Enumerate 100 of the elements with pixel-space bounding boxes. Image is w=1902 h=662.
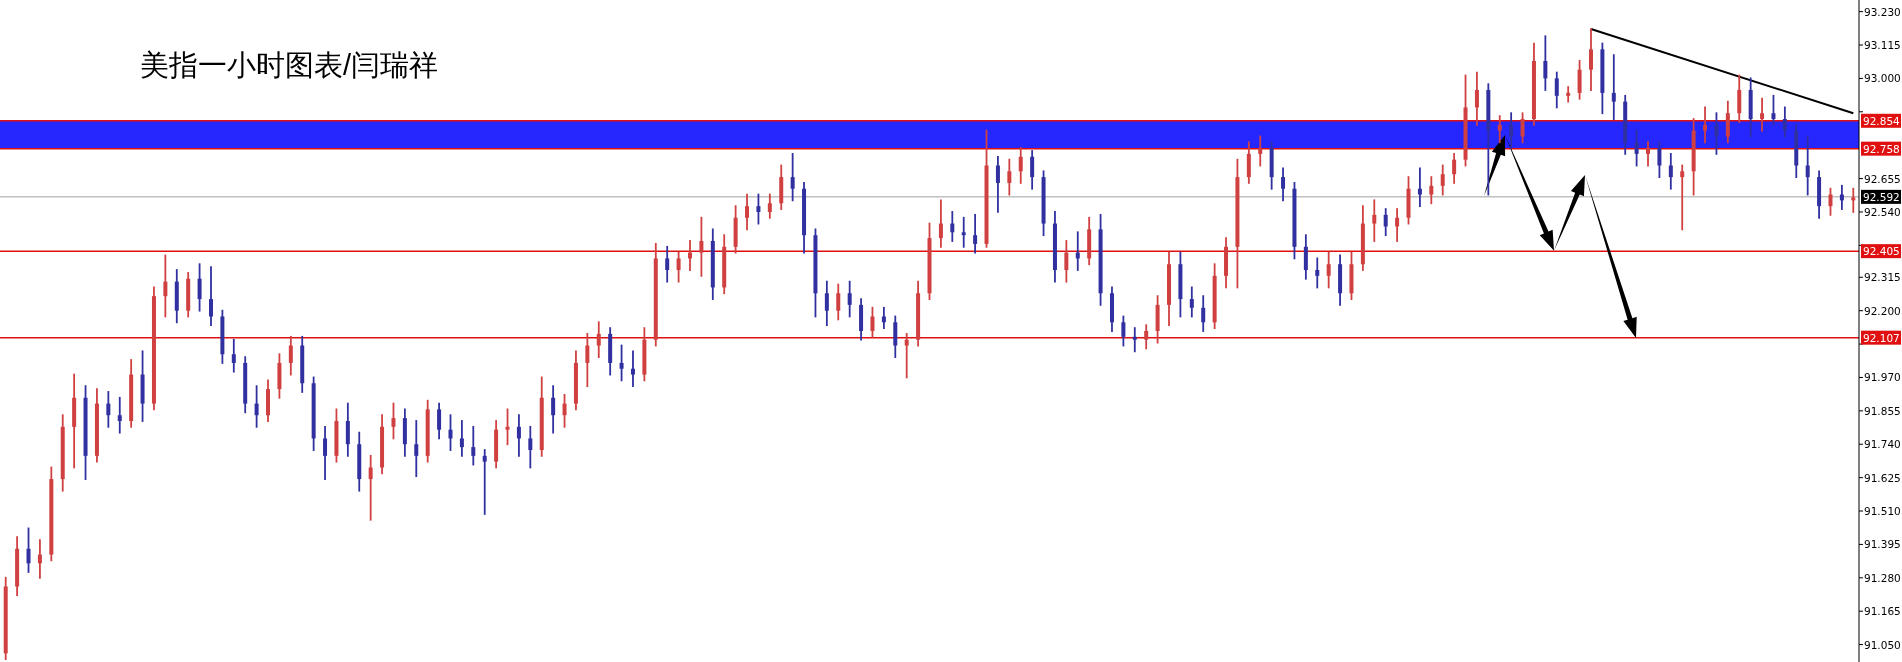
candlestick (790, 152, 795, 202)
y-tick-label: 93.000 (1864, 72, 1901, 85)
candlestick (1760, 97, 1765, 132)
candlestick (893, 315, 898, 359)
y-tick-label: 93.230 (1864, 5, 1901, 18)
candlestick (1440, 164, 1445, 196)
candlestick (1646, 141, 1651, 167)
ref-line-label: 92.405 (1863, 245, 1900, 258)
candlestick (836, 283, 841, 321)
candlestick (745, 193, 750, 231)
ref-line-label: 92.592 (1863, 190, 1900, 203)
y-tick-label: 91.395 (1864, 538, 1901, 551)
candlestick (323, 425, 328, 480)
candlestick (1383, 208, 1388, 237)
y-tick-label: 92.200 (1864, 304, 1901, 317)
y-tick-label: 91.280 (1864, 571, 1901, 584)
candlestick (824, 280, 829, 327)
candlestick (26, 527, 31, 573)
candlestick (870, 306, 875, 338)
candlestick (1246, 141, 1251, 184)
candlestick (254, 385, 259, 428)
candlestick (231, 338, 236, 373)
candlestick (288, 335, 293, 376)
candlestick (391, 402, 396, 440)
candlestick (1828, 187, 1833, 216)
candlestick (1634, 129, 1639, 167)
candlestick (1018, 147, 1023, 184)
candlestick (995, 155, 1000, 213)
y-tick-label: 92.540 (1864, 205, 1901, 218)
candlestick (1509, 112, 1514, 149)
candlestick (345, 402, 350, 457)
candlestick (1737, 74, 1742, 123)
candlestick (448, 414, 453, 451)
candlestick (1611, 54, 1616, 120)
candlestick (767, 193, 772, 219)
candlestick (1554, 71, 1559, 109)
candlestick (163, 254, 168, 318)
y-tick-label: 91.165 (1864, 605, 1901, 618)
candlestick (1030, 150, 1035, 190)
ref-line-label: 92.758 (1863, 142, 1900, 155)
candlestick (1395, 208, 1400, 242)
candlestick (1851, 187, 1856, 213)
candlestick (585, 333, 590, 388)
candlestick (847, 280, 852, 318)
candlestick (471, 425, 476, 466)
candlestick (596, 321, 601, 359)
candlestick (1258, 135, 1263, 167)
candlestick (1543, 35, 1548, 91)
candlestick (1725, 100, 1730, 144)
candlestick (1315, 257, 1320, 289)
text: 美指一小时图表/闫瑞祥 (140, 49, 439, 81)
y-tick-label: 91.740 (1864, 438, 1901, 451)
candlestick (1189, 286, 1194, 318)
y-tick-label: 91.625 (1864, 471, 1901, 484)
candlestick (1201, 295, 1206, 332)
candlestick (1520, 112, 1525, 144)
candlestick (1680, 164, 1685, 231)
candlestick (37, 539, 42, 579)
candlestick (1703, 106, 1708, 144)
candlestick (1429, 176, 1434, 205)
y-tick-label: 93.115 (1864, 39, 1901, 51)
ref-line-label: 92.854 (1863, 114, 1901, 127)
candlestick (459, 420, 464, 457)
candlestick (117, 396, 122, 434)
candlestick (619, 344, 624, 382)
candlestick (516, 414, 521, 457)
y-tick-label: 91.510 (1864, 505, 1901, 518)
candlestick (1452, 152, 1457, 184)
candlestick (665, 245, 670, 283)
candlestick (950, 211, 955, 242)
candlestick (699, 216, 704, 277)
candlestick (1417, 167, 1422, 208)
candlestick (1668, 152, 1673, 190)
candlestick (1566, 86, 1571, 103)
candlestick (630, 350, 635, 388)
candlestick (414, 420, 419, 478)
candlestick (1714, 112, 1719, 155)
candlestick (505, 408, 510, 446)
candlestick (1121, 315, 1126, 347)
candlestick (1064, 240, 1069, 283)
y-tick-label: 91.855 (1864, 404, 1901, 417)
candlestick (676, 251, 681, 283)
y-tick-label: 92.655 (1864, 172, 1901, 185)
candlestick (1782, 106, 1787, 138)
candlestick (1577, 60, 1582, 100)
candlestick (1132, 327, 1137, 353)
candlestick (1805, 135, 1810, 196)
ref-line-label: 92.107 (1863, 331, 1900, 344)
candlestick (1303, 234, 1308, 280)
candlestick (1657, 141, 1662, 179)
candlestick (1588, 28, 1593, 91)
candlestick (904, 333, 909, 379)
candlestick (973, 213, 978, 254)
candlestick (756, 193, 761, 225)
candlestick (1326, 251, 1331, 289)
candlestick (1281, 167, 1286, 202)
candlestick (938, 199, 943, 248)
candlestick (482, 449, 487, 515)
candlestick (1144, 324, 1149, 350)
candlestick (208, 266, 213, 327)
